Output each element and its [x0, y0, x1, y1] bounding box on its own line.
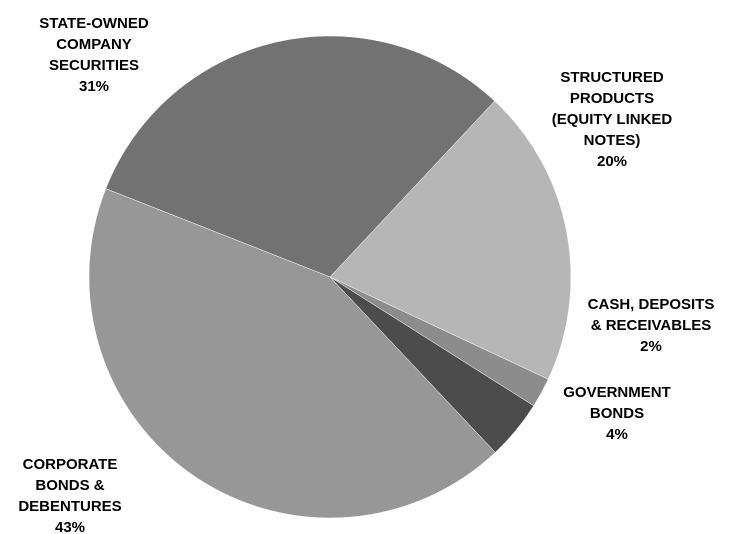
pie-slice-4 — [88, 188, 496, 519]
slice-percent-3: 4% — [606, 426, 628, 443]
pie-slice-0 — [105, 35, 496, 278]
slice-label-line-1-0: STRUCTURED — [560, 69, 663, 86]
slice-label-line-3-0: GOVERNMENT — [563, 384, 671, 401]
slice-label-line-3-1: BONDS — [590, 405, 644, 422]
slice-label-line-1-1: PRODUCTS — [570, 90, 654, 107]
slice-label-line-4-2: DEBENTURES — [18, 498, 121, 515]
slice-percent-4: 43% — [55, 519, 85, 534]
slice-label-0: STATE-OWNED COMPANY SECURITIES 31% — [39, 15, 149, 95]
slice-label-line-2-1: & RECEIVABLES — [591, 317, 712, 334]
slice-label-line-1-3: NOTES) — [584, 132, 641, 149]
slice-percent-1: 20% — [597, 153, 627, 170]
slice-label-line-0-2: SECURITIES — [49, 57, 139, 74]
slice-label-line-4-1: BONDS & — [35, 477, 104, 494]
slice-label-line-0-1: COMPANY — [56, 36, 132, 53]
slice-label-line-4-0: CORPORATE — [23, 456, 118, 473]
slice-percent-0: 31% — [79, 78, 109, 95]
slice-label-line-0-0: STATE-OWNED — [39, 15, 149, 32]
slice-percent-2: 2% — [640, 338, 662, 355]
slice-label-3: GOVERNMENT BONDS 4% — [563, 384, 671, 443]
pie-slice-1 — [329, 100, 572, 380]
slice-label-1: STRUCTURED PRODUCTS (EQUITY LINKED NOTES) 20… — [552, 69, 673, 170]
slice-label-4: CORPORATE BONDS & DEBENTURES 43% — [18, 456, 121, 534]
slice-label-2: CASH, DEPOSITS & RECEIVABLES 2% — [588, 296, 715, 355]
slice-label-line-1-2: (EQUITY LINKED — [552, 111, 673, 128]
slice-label-line-2-0: CASH, DEPOSITS — [588, 296, 715, 313]
